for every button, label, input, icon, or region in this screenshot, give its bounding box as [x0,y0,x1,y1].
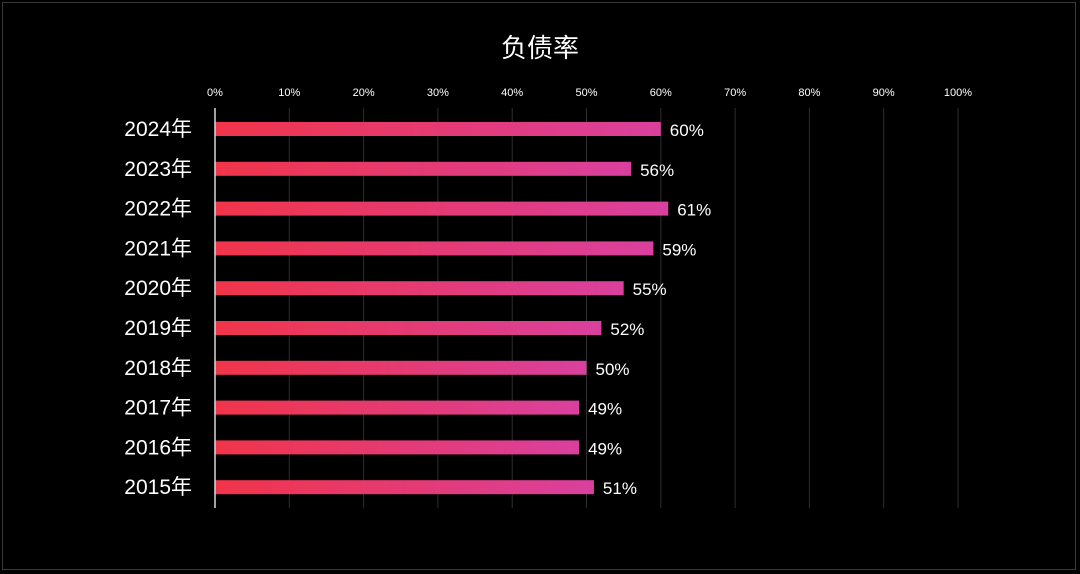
bar [215,480,594,495]
bar [215,281,624,296]
data-label: 49% [588,439,622,458]
data-label: 61% [677,201,711,220]
x-tick-label: 40% [501,87,523,99]
x-tick-label: 50% [575,87,597,99]
bar [215,360,587,375]
category-label: 2016年 [124,436,192,459]
category-label: 2017年 [124,397,192,420]
category-label: 2022年 [124,198,192,221]
category-label: 2021年 [124,237,192,260]
category-label: 2019年 [124,317,192,340]
bar [215,201,669,216]
x-tick-label: 90% [873,87,895,99]
x-tick-label: 60% [650,87,672,99]
bar [215,400,580,415]
category-label: 2015年 [124,476,192,499]
data-label: 52% [610,320,644,339]
x-tick-label: 30% [427,87,449,99]
chart-title: 负债率 [500,34,579,64]
category-label: 2023年 [124,158,192,181]
x-tick-label: 70% [724,87,746,99]
x-tick-label: 80% [798,87,820,99]
category-labels: 2024年 2023年 2022年 2021年 2020年 2019年 2018年 2017年… [124,118,192,499]
bar [215,321,602,335]
x-tick-label: 100% [944,87,972,99]
category-label: 2024年 [124,118,192,141]
data-label: 50% [596,360,630,379]
x-tick-labels: 0% 10% 20% 30% 40% 50% 60% 70% 80% 90% 100% [207,87,972,99]
data-label: 59% [662,240,696,259]
data-label: 55% [633,280,667,299]
data-label: 51% [603,479,637,498]
x-tick-label: 0% [207,87,223,99]
bars [215,122,669,495]
data-label: 56% [640,161,674,180]
category-label: 2018年 [124,357,192,380]
data-labels: 60% 56% 61% 59% 55% 52% 50% 49% 49% 51% [588,121,711,498]
bar [215,241,654,256]
data-label: 60% [670,121,704,140]
x-tick-label: 20% [353,87,375,99]
x-tick-label: 10% [278,87,300,99]
data-label: 49% [588,400,622,419]
bar [215,122,661,136]
bar [215,161,632,176]
bar [215,440,580,455]
category-label: 2020年 [124,277,192,300]
